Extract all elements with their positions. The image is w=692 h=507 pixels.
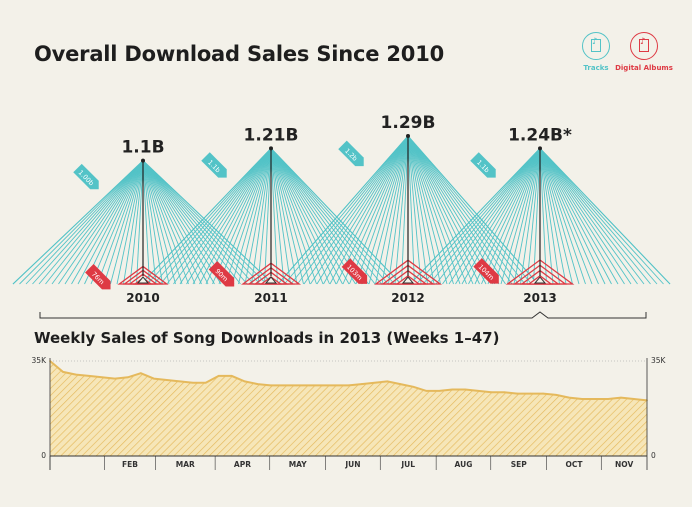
week-point bbox=[451, 388, 454, 391]
week-point bbox=[399, 383, 402, 385]
weekly-area bbox=[50, 361, 647, 456]
week-point bbox=[269, 384, 272, 387]
legend-albums: Digital Albums bbox=[614, 32, 674, 73]
total-label-2012: 1.29B bbox=[381, 113, 436, 133]
week-point bbox=[308, 384, 311, 387]
apex-dot-2013 bbox=[538, 146, 542, 151]
week-point bbox=[386, 380, 389, 383]
week-point bbox=[321, 384, 324, 387]
week-point bbox=[166, 379, 168, 381]
total-label-2013: 1.24B* bbox=[508, 125, 572, 145]
week-point bbox=[607, 398, 609, 400]
month-label: MAY bbox=[289, 460, 308, 469]
week-point bbox=[412, 385, 415, 388]
legend-tracks-label: Tracks bbox=[583, 64, 609, 72]
album-triangles bbox=[117, 259, 575, 285]
week-point bbox=[334, 384, 337, 387]
y-tick-label-left: 0 bbox=[41, 451, 46, 460]
annual-sales-chart: 1.1B1.00b76m20101.21B1.1b90m20111.29B1.2… bbox=[12, 113, 671, 319]
week-point bbox=[75, 373, 77, 376]
tracks-triangle-2013 bbox=[409, 147, 671, 285]
week-point bbox=[490, 391, 493, 394]
y-tick-label-right: 0 bbox=[651, 451, 656, 460]
week-point bbox=[464, 388, 467, 391]
week-point bbox=[101, 376, 103, 379]
y-tick-label-left: 35K bbox=[32, 356, 48, 365]
week-point bbox=[373, 381, 376, 384]
week-point bbox=[295, 384, 298, 387]
week-point bbox=[153, 377, 155, 380]
album-triangle-2010 bbox=[117, 265, 169, 285]
week-point bbox=[230, 375, 233, 377]
week-point bbox=[568, 396, 570, 399]
page-title: Overall Download Sales Since 2010 bbox=[34, 42, 445, 66]
week-point bbox=[360, 383, 363, 385]
month-label: SEP bbox=[511, 460, 528, 469]
apex-dot-2012 bbox=[406, 134, 410, 138]
week-point bbox=[633, 398, 635, 400]
week-point bbox=[282, 384, 285, 387]
total-label-2011: 1.21B bbox=[244, 125, 299, 145]
year-label-2013: 2013 bbox=[523, 291, 556, 305]
year-bracket bbox=[39, 311, 647, 319]
month-label: JUL bbox=[400, 460, 415, 469]
month-label: AUG bbox=[455, 460, 473, 469]
tracks-triangle-2012 bbox=[277, 135, 539, 285]
week-point bbox=[178, 380, 181, 383]
apex-dot-2011 bbox=[269, 146, 273, 151]
y-tick-label-right: 35K bbox=[651, 356, 667, 365]
week-point bbox=[425, 390, 428, 392]
album-triangle-2011 bbox=[240, 262, 302, 285]
month-label: JUN bbox=[344, 460, 360, 469]
legend-tracks: Tracks bbox=[566, 32, 626, 73]
week-point bbox=[620, 396, 622, 399]
week-point bbox=[503, 391, 506, 394]
month-label: MAR bbox=[176, 460, 195, 469]
year-label-2012: 2012 bbox=[391, 291, 424, 305]
tracks-triangle-2010 bbox=[12, 160, 274, 285]
week-point bbox=[529, 392, 531, 395]
week-point bbox=[140, 372, 142, 375]
week-point bbox=[191, 381, 194, 384]
week-point bbox=[594, 398, 596, 400]
week-point bbox=[62, 371, 64, 373]
month-label: FEB bbox=[122, 460, 138, 469]
week-point bbox=[542, 392, 544, 395]
year-label-2010: 2010 bbox=[126, 291, 159, 305]
year-label-2011: 2011 bbox=[254, 291, 287, 305]
month-label: NOV bbox=[615, 460, 633, 469]
week-point bbox=[127, 376, 129, 379]
week-point bbox=[217, 375, 220, 377]
month-label: APR bbox=[234, 460, 251, 469]
week-point bbox=[88, 375, 90, 377]
month-label: OCT bbox=[565, 460, 583, 469]
weekly-points bbox=[49, 360, 648, 402]
week-point bbox=[347, 384, 350, 387]
total-label-2010: 1.1B bbox=[121, 138, 164, 158]
week-point bbox=[555, 394, 557, 396]
week-point bbox=[204, 381, 207, 384]
legend-albums-label: Digital Albums bbox=[615, 64, 673, 72]
week-point bbox=[438, 390, 441, 392]
tracks-icon bbox=[582, 32, 610, 60]
tracks-triangles bbox=[12, 135, 671, 285]
week-point bbox=[114, 377, 116, 380]
week-point bbox=[477, 390, 480, 392]
weekly-chart-title: Weekly Sales of Song Downloads in 2013 (… bbox=[34, 329, 500, 347]
album-triangle-2013 bbox=[505, 259, 575, 285]
week-point bbox=[256, 383, 259, 385]
week-point bbox=[581, 398, 583, 400]
album-icon bbox=[630, 32, 658, 60]
apex-dot-2010 bbox=[141, 158, 145, 163]
album-triangle-2012 bbox=[373, 259, 443, 285]
week-point bbox=[516, 392, 519, 395]
week-point bbox=[243, 380, 246, 383]
